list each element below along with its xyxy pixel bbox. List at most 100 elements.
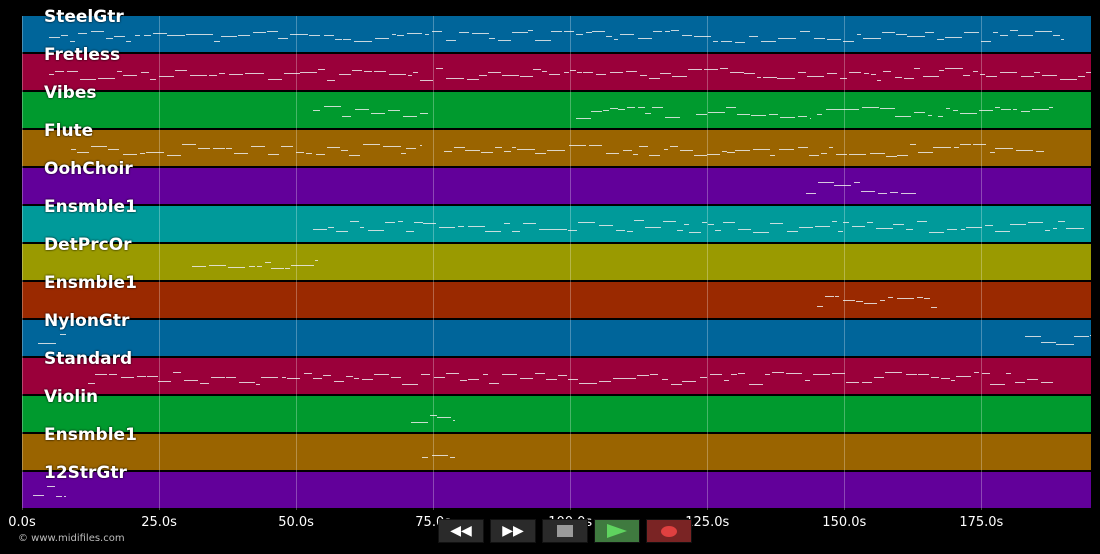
play-button[interactable] xyxy=(594,519,640,543)
track-lane[interactable] xyxy=(22,92,1091,128)
fast-forward-button[interactable]: ▶▶ xyxy=(490,519,536,543)
track-lane[interactable] xyxy=(22,320,1091,356)
note xyxy=(77,33,88,35)
note xyxy=(210,377,225,379)
note xyxy=(960,229,965,231)
note xyxy=(897,155,908,157)
note xyxy=(992,31,999,33)
note xyxy=(815,225,831,227)
note xyxy=(625,378,636,380)
note xyxy=(444,151,453,153)
note xyxy=(402,73,407,75)
note xyxy=(1018,35,1033,37)
note xyxy=(923,75,940,77)
note xyxy=(420,113,428,115)
note xyxy=(663,220,676,222)
note xyxy=(1053,34,1061,36)
note xyxy=(226,377,232,379)
track-lane[interactable] xyxy=(22,244,1091,280)
note xyxy=(568,145,586,147)
note xyxy=(770,155,776,157)
note xyxy=(888,296,894,298)
note xyxy=(1052,227,1058,229)
note xyxy=(383,146,401,148)
track-lane[interactable] xyxy=(22,206,1091,242)
track-lane[interactable] xyxy=(22,472,1091,508)
note xyxy=(995,231,1011,233)
note xyxy=(946,108,951,110)
note xyxy=(1060,38,1064,40)
note xyxy=(904,78,914,80)
note xyxy=(863,73,869,75)
note xyxy=(682,381,697,383)
note xyxy=(108,148,120,150)
note xyxy=(575,33,583,35)
stop-button[interactable] xyxy=(542,519,588,543)
track-lane[interactable] xyxy=(22,282,1091,318)
note xyxy=(304,372,313,374)
note xyxy=(1034,71,1041,73)
note xyxy=(896,297,915,299)
note xyxy=(854,182,860,184)
note xyxy=(863,37,881,39)
note xyxy=(545,378,558,380)
note xyxy=(481,152,493,154)
note xyxy=(501,374,517,376)
note xyxy=(237,34,251,36)
note xyxy=(748,35,759,37)
note xyxy=(810,117,812,119)
note xyxy=(966,226,982,228)
note xyxy=(552,229,568,231)
note xyxy=(1086,72,1091,74)
note xyxy=(353,377,360,379)
note xyxy=(422,456,428,458)
note xyxy=(1040,341,1056,343)
track-lane[interactable] xyxy=(22,434,1091,470)
note xyxy=(285,267,290,269)
note xyxy=(336,230,348,232)
note xyxy=(881,32,896,34)
track-lane[interactable] xyxy=(22,168,1091,204)
note xyxy=(397,34,405,36)
rewind-button[interactable]: ◀◀ xyxy=(438,519,484,543)
note xyxy=(637,37,652,39)
note xyxy=(753,149,770,151)
note xyxy=(412,71,418,73)
note xyxy=(709,374,722,376)
note xyxy=(838,230,843,232)
note xyxy=(134,35,141,37)
track-lane[interactable] xyxy=(22,396,1091,432)
note xyxy=(729,71,744,73)
track-lane[interactable] xyxy=(22,130,1091,166)
note xyxy=(1041,381,1053,383)
note xyxy=(458,225,464,227)
note xyxy=(734,41,745,43)
note xyxy=(197,148,210,150)
note xyxy=(431,454,448,456)
track-lane[interactable] xyxy=(22,358,1091,394)
note xyxy=(799,30,810,32)
record-button[interactable] xyxy=(646,519,692,543)
note xyxy=(828,147,833,149)
note xyxy=(845,382,860,384)
note xyxy=(547,149,565,151)
note xyxy=(931,377,940,379)
note xyxy=(373,373,390,375)
note xyxy=(684,224,689,226)
note xyxy=(960,144,972,146)
note xyxy=(387,109,400,111)
note xyxy=(116,70,123,72)
note xyxy=(661,379,668,380)
note xyxy=(338,74,352,76)
note xyxy=(962,74,971,76)
track-lane[interactable] xyxy=(22,54,1091,90)
note xyxy=(282,377,287,379)
note xyxy=(479,75,488,77)
note xyxy=(924,298,931,300)
track-label: Fretless xyxy=(44,45,121,65)
note xyxy=(167,35,185,37)
track-lane[interactable] xyxy=(22,16,1091,52)
note xyxy=(342,39,351,41)
note xyxy=(538,228,553,230)
track-lanes: SteelGtr Fretless Vibes Flute OohChoir Ensmbl… xyxy=(22,7,1091,510)
